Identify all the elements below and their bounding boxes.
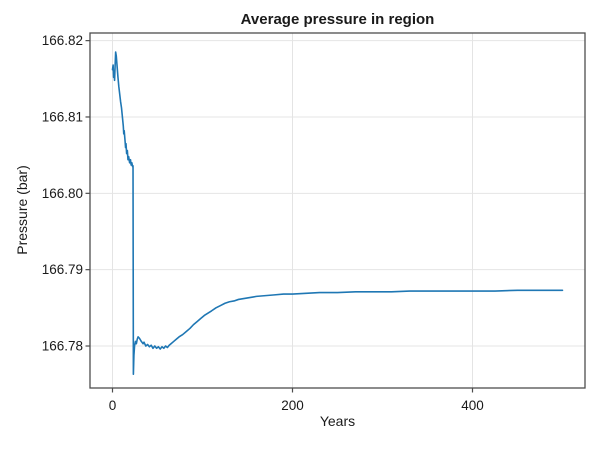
y-tick-label: 166.79: [42, 262, 83, 277]
chart-title: Average pressure in region: [240, 11, 435, 28]
x-tick-label: 0: [109, 398, 117, 413]
pressure-line: [111, 51, 564, 376]
y-tick-label: 166.81: [42, 109, 83, 124]
y-tick-label: 166.82: [42, 33, 83, 48]
y-tick-label: 166.80: [42, 186, 83, 201]
y-tick-label: 166.78: [42, 339, 83, 354]
plot-frame: [89, 32, 586, 389]
x-tick-label: 200: [281, 398, 304, 413]
x-axis-label: Years: [319, 413, 356, 429]
x-tick-label: 400: [461, 398, 484, 413]
